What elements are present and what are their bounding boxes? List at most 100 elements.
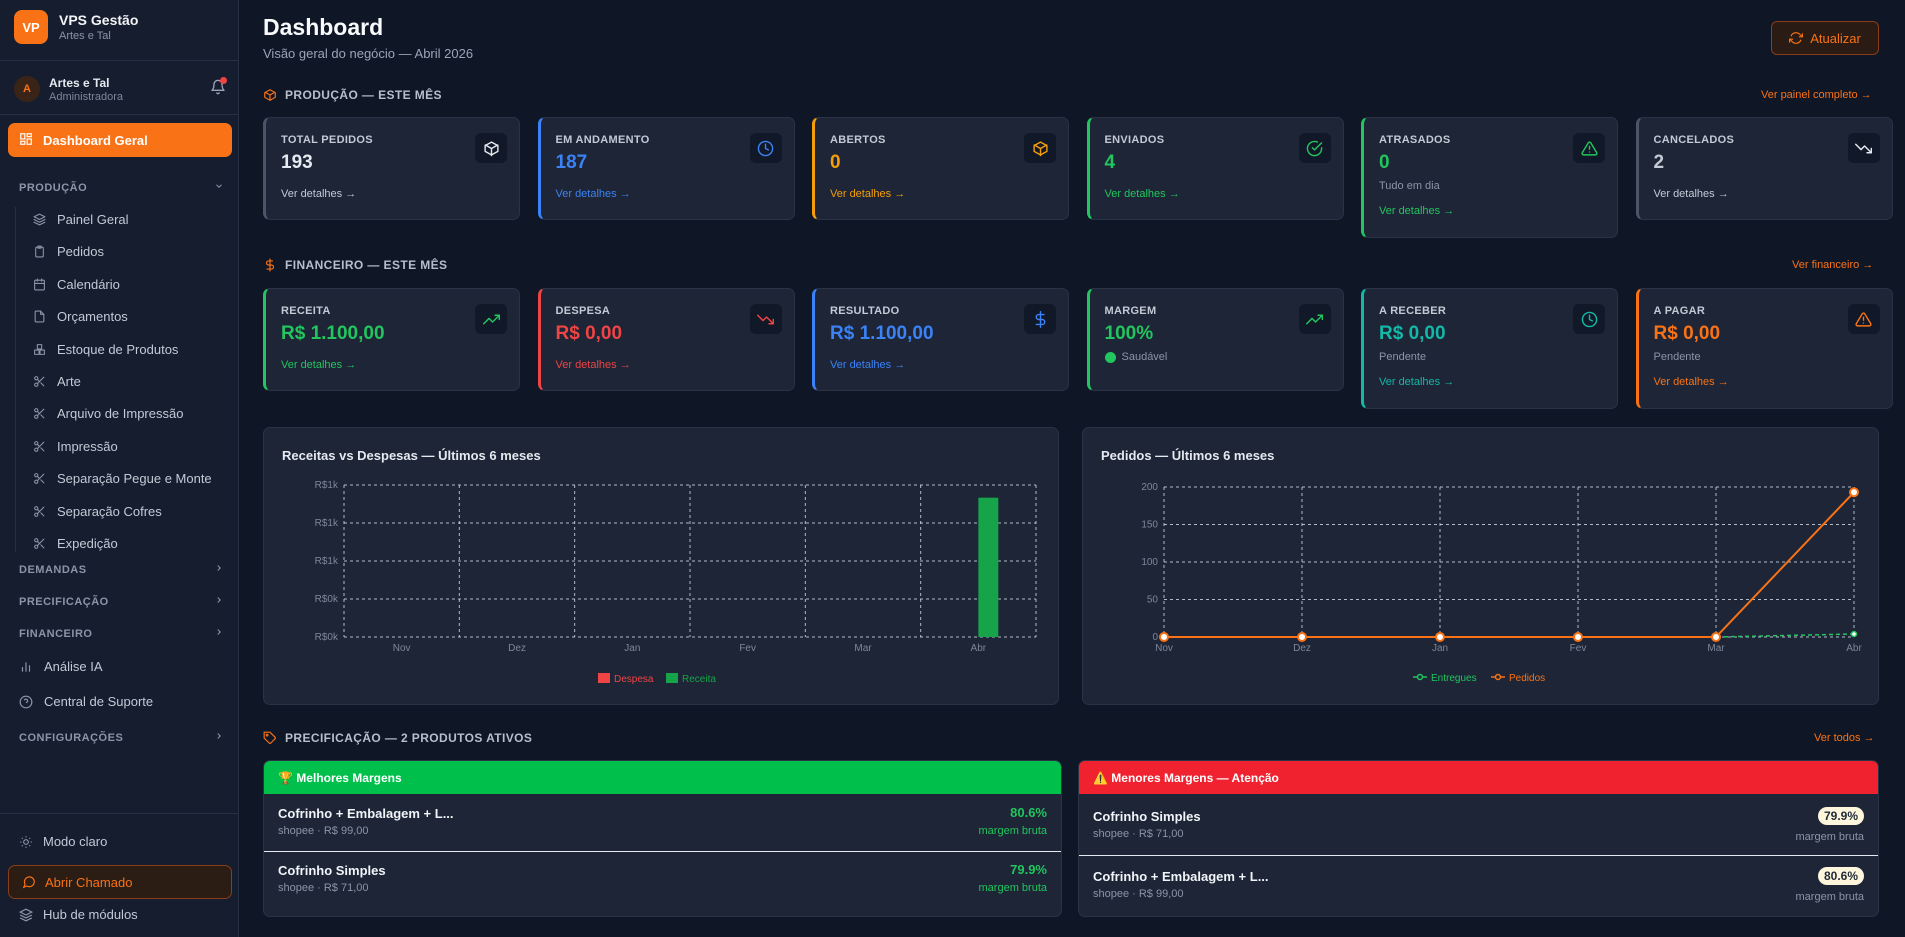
module-hub-link[interactable]: Hub de módulos — [19, 907, 138, 922]
point-pedidos-mar[interactable] — [1711, 632, 1721, 642]
divider — [264, 851, 1061, 852]
orders-chart: 0 50 100 150 200 Nov Dez Jan Fev Mar Abr Entregues P… — [1141, 482, 1862, 684]
point-entregues-abr[interactable] — [1850, 630, 1858, 638]
point-pedidos-dez[interactable] — [1297, 632, 1307, 642]
open-ticket-button[interactable]: Abrir Chamado — [8, 865, 232, 899]
sidebar-item-arquivo-de-impressao[interactable]: Arquivo de Impressão — [33, 406, 183, 421]
sidebar-item-arte[interactable]: Arte — [33, 374, 81, 389]
financeiro-card-a-receber[interactable]: A RECEBER R$ 0,00 Pendente Ver detalhes → — [1361, 288, 1618, 409]
x-tick-label: Mar — [1707, 643, 1725, 654]
view-details-link[interactable]: Ver detalhes → — [555, 359, 631, 371]
view-details-link[interactable]: Ver detalhes → — [1379, 376, 1455, 388]
sidebar-section-configuracoes[interactable]: CONFIGURAÇÕES — [19, 731, 224, 744]
view-details-link[interactable]: Ver detalhes → — [1104, 188, 1180, 200]
scissors-icon — [33, 505, 47, 518]
sidebar-item-central-suporte[interactable]: Central de Suporte — [19, 694, 153, 709]
view-all-link[interactable]: Ver todos → — [1814, 732, 1875, 744]
financeiro-card-margem[interactable]: MARGEM 100% Saudável — [1086, 288, 1344, 391]
sidebar-section-demandas[interactable]: DEMANDAS — [19, 563, 224, 576]
clipboard-icon — [33, 245, 47, 258]
list-item[interactable]: Cofrinho + Embalagem + L... shopee · R$ … — [264, 794, 1061, 850]
sidebar-section-precificacao[interactable]: PRECIFICAÇÃO — [19, 595, 224, 608]
sidebar-item-separacao-cofres[interactable]: Separação Cofres — [33, 504, 162, 519]
page-title: Dashboard — [263, 14, 384, 40]
point-pedidos-fev[interactable] — [1573, 632, 1583, 642]
sidebar-item-painel-geral[interactable]: Painel Geral — [33, 212, 129, 227]
producao-card-abertos[interactable]: ABERTOS 0 Ver detalhes → — [812, 117, 1069, 220]
trending-up-icon — [475, 304, 507, 334]
point-pedidos-nov[interactable] — [1159, 632, 1169, 642]
dollar-icon — [263, 258, 277, 272]
margin-badge: 79.9% — [1817, 807, 1864, 825]
product-meta: shopee · R$ 99,00 — [278, 825, 369, 837]
grid-icon — [19, 132, 33, 149]
worst-margins-header: ⚠️ Menores Margens — Atenção — [1079, 761, 1878, 794]
view-full-panel-link[interactable]: Ver painel completo → — [1761, 89, 1872, 101]
brand[interactable]: VP VPS Gestão Artes e Tal — [14, 9, 138, 45]
view-details-link[interactable]: Ver detalhes → — [555, 188, 631, 200]
list-item[interactable]: Cofrinho Simples shopee · R$ 71,00 79.9%… — [264, 851, 1061, 907]
card-note: Pendente — [1379, 351, 1426, 363]
box-icon — [475, 133, 507, 163]
package-icon — [263, 88, 277, 102]
x-tick-label: Abr — [1846, 643, 1862, 654]
financeiro-card-receita[interactable]: RECEITA R$ 1.100,00 Ver detalhes → — [263, 288, 520, 391]
view-details-link[interactable]: Ver detalhes → — [1653, 376, 1729, 388]
sidebar-item-label: Expedição — [57, 536, 118, 551]
refresh-button[interactable]: Atualizar — [1771, 21, 1879, 55]
sidebar-item-expedicao[interactable]: Expedição — [33, 536, 118, 551]
tag-icon — [263, 731, 277, 745]
sidebar-item-dashboard-geral[interactable]: Dashboard Geral — [8, 123, 232, 157]
view-details-link[interactable]: Ver detalhes → — [830, 188, 906, 200]
section-label: DEMANDAS — [19, 563, 87, 576]
sidebar-section-financeiro[interactable]: FINANCEIRO — [19, 627, 224, 640]
sidebar-item-pedidos[interactable]: Pedidos — [33, 244, 104, 259]
bar-receita-abr[interactable] — [978, 497, 999, 637]
sidebar-section-producao[interactable]: PRODUÇÃO — [19, 181, 224, 194]
financeiro-card-a-pagar[interactable]: A PAGAR R$ 0,00 Pendente Ver detalhes → — [1635, 288, 1893, 409]
card-note: Tudo em dia — [1379, 180, 1440, 192]
line-pedidos — [1164, 491, 1855, 638]
view-details-link[interactable]: Ver detalhes → — [281, 188, 357, 200]
sidebar-item-estoque-de-produtos[interactable]: Estoque de Produtos — [33, 342, 178, 357]
theme-toggle[interactable]: Modo claro — [19, 834, 107, 849]
section-label: PRODUÇÃO — [19, 181, 88, 194]
legend-marker — [1416, 673, 1424, 681]
list-item[interactable]: Cofrinho + Embalagem + L... shopee · R$ … — [1079, 855, 1878, 915]
list-item[interactable]: Cofrinho Simples shopee · R$ 71,00 79.9%… — [1079, 794, 1878, 854]
chart-grid — [1163, 486, 1855, 638]
sidebar-item-analise-ia[interactable]: Análise IA — [19, 659, 103, 674]
producao-card-total-pedidos[interactable]: TOTAL PEDIDOS 193 Ver detalhes → — [263, 117, 520, 220]
producao-card-em-andamento[interactable]: EM ANDAMENTO 187 Ver detalhes → — [537, 117, 795, 220]
point-pedidos-abr[interactable] — [1849, 487, 1859, 498]
refresh-icon — [1789, 31, 1804, 45]
section-precificacao-header: PRECIFICAÇÃO — 2 PRODUTOS ATIVOS — [263, 731, 532, 745]
section-title: PRODUÇÃO — ESTE MÊS — [285, 88, 442, 102]
producao-card-atrasados[interactable]: ATRASADOS 0 Tudo em dia Ver detalhes → — [1361, 117, 1618, 238]
best-margins-header: 🏆 Melhores Margens — [264, 761, 1061, 794]
financeiro-card-despesa[interactable]: DESPESA R$ 0,00 Ver detalhes → — [537, 288, 795, 391]
view-details-link[interactable]: Ver detalhes → — [1653, 188, 1729, 200]
sidebar-item-calendario[interactable]: Calendário — [33, 277, 120, 292]
view-details-link[interactable]: Ver detalhes → — [281, 359, 357, 371]
y-tick-label: R$1k — [315, 480, 339, 491]
layers-icon — [33, 213, 47, 226]
section-financeiro-header: FINANCEIRO — ESTE MÊS — [263, 258, 447, 272]
user-profile[interactable]: A Artes e Tal Administradora — [14, 74, 227, 104]
financeiro-card-resultado[interactable]: RESULTADO R$ 1.100,00 Ver detalhes → — [812, 288, 1069, 391]
sidebar-item-impressao[interactable]: Impressão — [33, 439, 118, 454]
legend-label: Despesa — [614, 674, 654, 685]
producao-card-cancelados[interactable]: CANCELADOS 2 Ver detalhes → — [1635, 117, 1893, 220]
theme-label: Modo claro — [43, 834, 108, 849]
sidebar-item-separacao-pegue-e-monte[interactable]: Separação Pegue e Monte — [33, 471, 212, 486]
point-pedidos-jan[interactable] — [1435, 632, 1445, 642]
product-meta: shopee · R$ 71,00 — [278, 882, 369, 894]
view-details-link[interactable]: Ver detalhes → — [1379, 205, 1455, 217]
view-financeiro-link[interactable]: Ver financeiro → — [1792, 259, 1874, 271]
bell-icon[interactable] — [210, 77, 227, 95]
producao-card-enviados[interactable]: ENVIADOS 4 Ver detalhes → — [1086, 117, 1344, 220]
sidebar-item-label: Separação Pegue e Monte — [57, 471, 212, 487]
view-details-link[interactable]: Ver detalhes → — [830, 359, 906, 371]
alert-triangle-icon — [1847, 304, 1880, 334]
sidebar-item-orcamentos[interactable]: Orçamentos — [33, 309, 128, 324]
